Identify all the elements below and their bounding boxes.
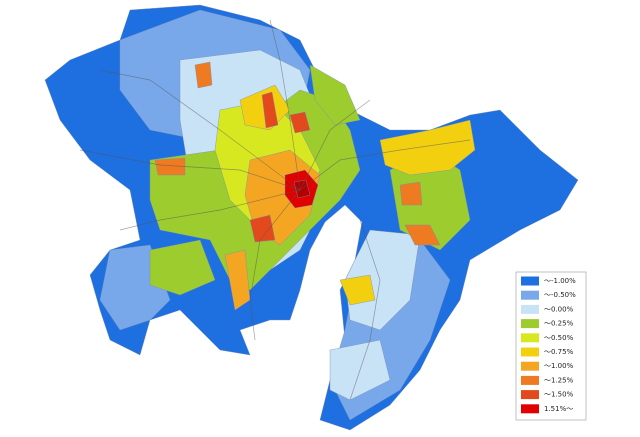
region — [149, 239, 216, 296]
railway — [299, 139, 471, 191]
legend-swatch — [521, 361, 539, 371]
legend-label: ～-1.00% — [544, 277, 576, 285]
railway — [269, 19, 301, 191]
legend-swatch — [521, 390, 539, 400]
region — [289, 111, 311, 134]
legend-swatch — [521, 319, 539, 329]
legend-label: ～1.50% — [544, 391, 574, 399]
railway — [119, 189, 301, 231]
map-regions — [44, 4, 579, 431]
region — [249, 214, 276, 243]
railways — [79, 19, 471, 401]
region — [379, 119, 476, 176]
legend-swatch — [521, 304, 539, 314]
region — [339, 274, 376, 306]
region — [404, 224, 441, 246]
legend-label: ～0.25% — [544, 320, 574, 328]
legend-label: 1.51%～ — [544, 405, 573, 413]
legend-swatch — [521, 333, 539, 343]
legend-swatch — [521, 290, 539, 300]
railway — [99, 69, 301, 191]
region — [261, 91, 279, 129]
railway — [299, 99, 371, 191]
railway — [249, 189, 301, 341]
region — [309, 64, 361, 126]
railway — [349, 219, 381, 401]
railway — [79, 149, 301, 191]
legend-swatch — [521, 347, 539, 357]
legend-label: ～1.00% — [544, 362, 574, 370]
legend: ～-1.00% ～-0.50% ～0.00% ～0.25% ～0.50% ～0.75% ～1… — [515, 271, 587, 421]
legend-label: ～-0.50% — [544, 291, 576, 299]
region — [399, 181, 423, 206]
legend-label: ～1.25% — [544, 376, 574, 384]
legend-label: ～0.50% — [544, 334, 574, 342]
legend-swatch — [521, 276, 539, 286]
region — [194, 61, 213, 89]
region — [293, 179, 311, 199]
legend-swatch — [521, 404, 539, 414]
legend-label: ～0.00% — [544, 305, 574, 313]
legend-swatch — [521, 375, 539, 385]
legend-label: ～0.75% — [544, 348, 574, 356]
region — [154, 157, 186, 176]
